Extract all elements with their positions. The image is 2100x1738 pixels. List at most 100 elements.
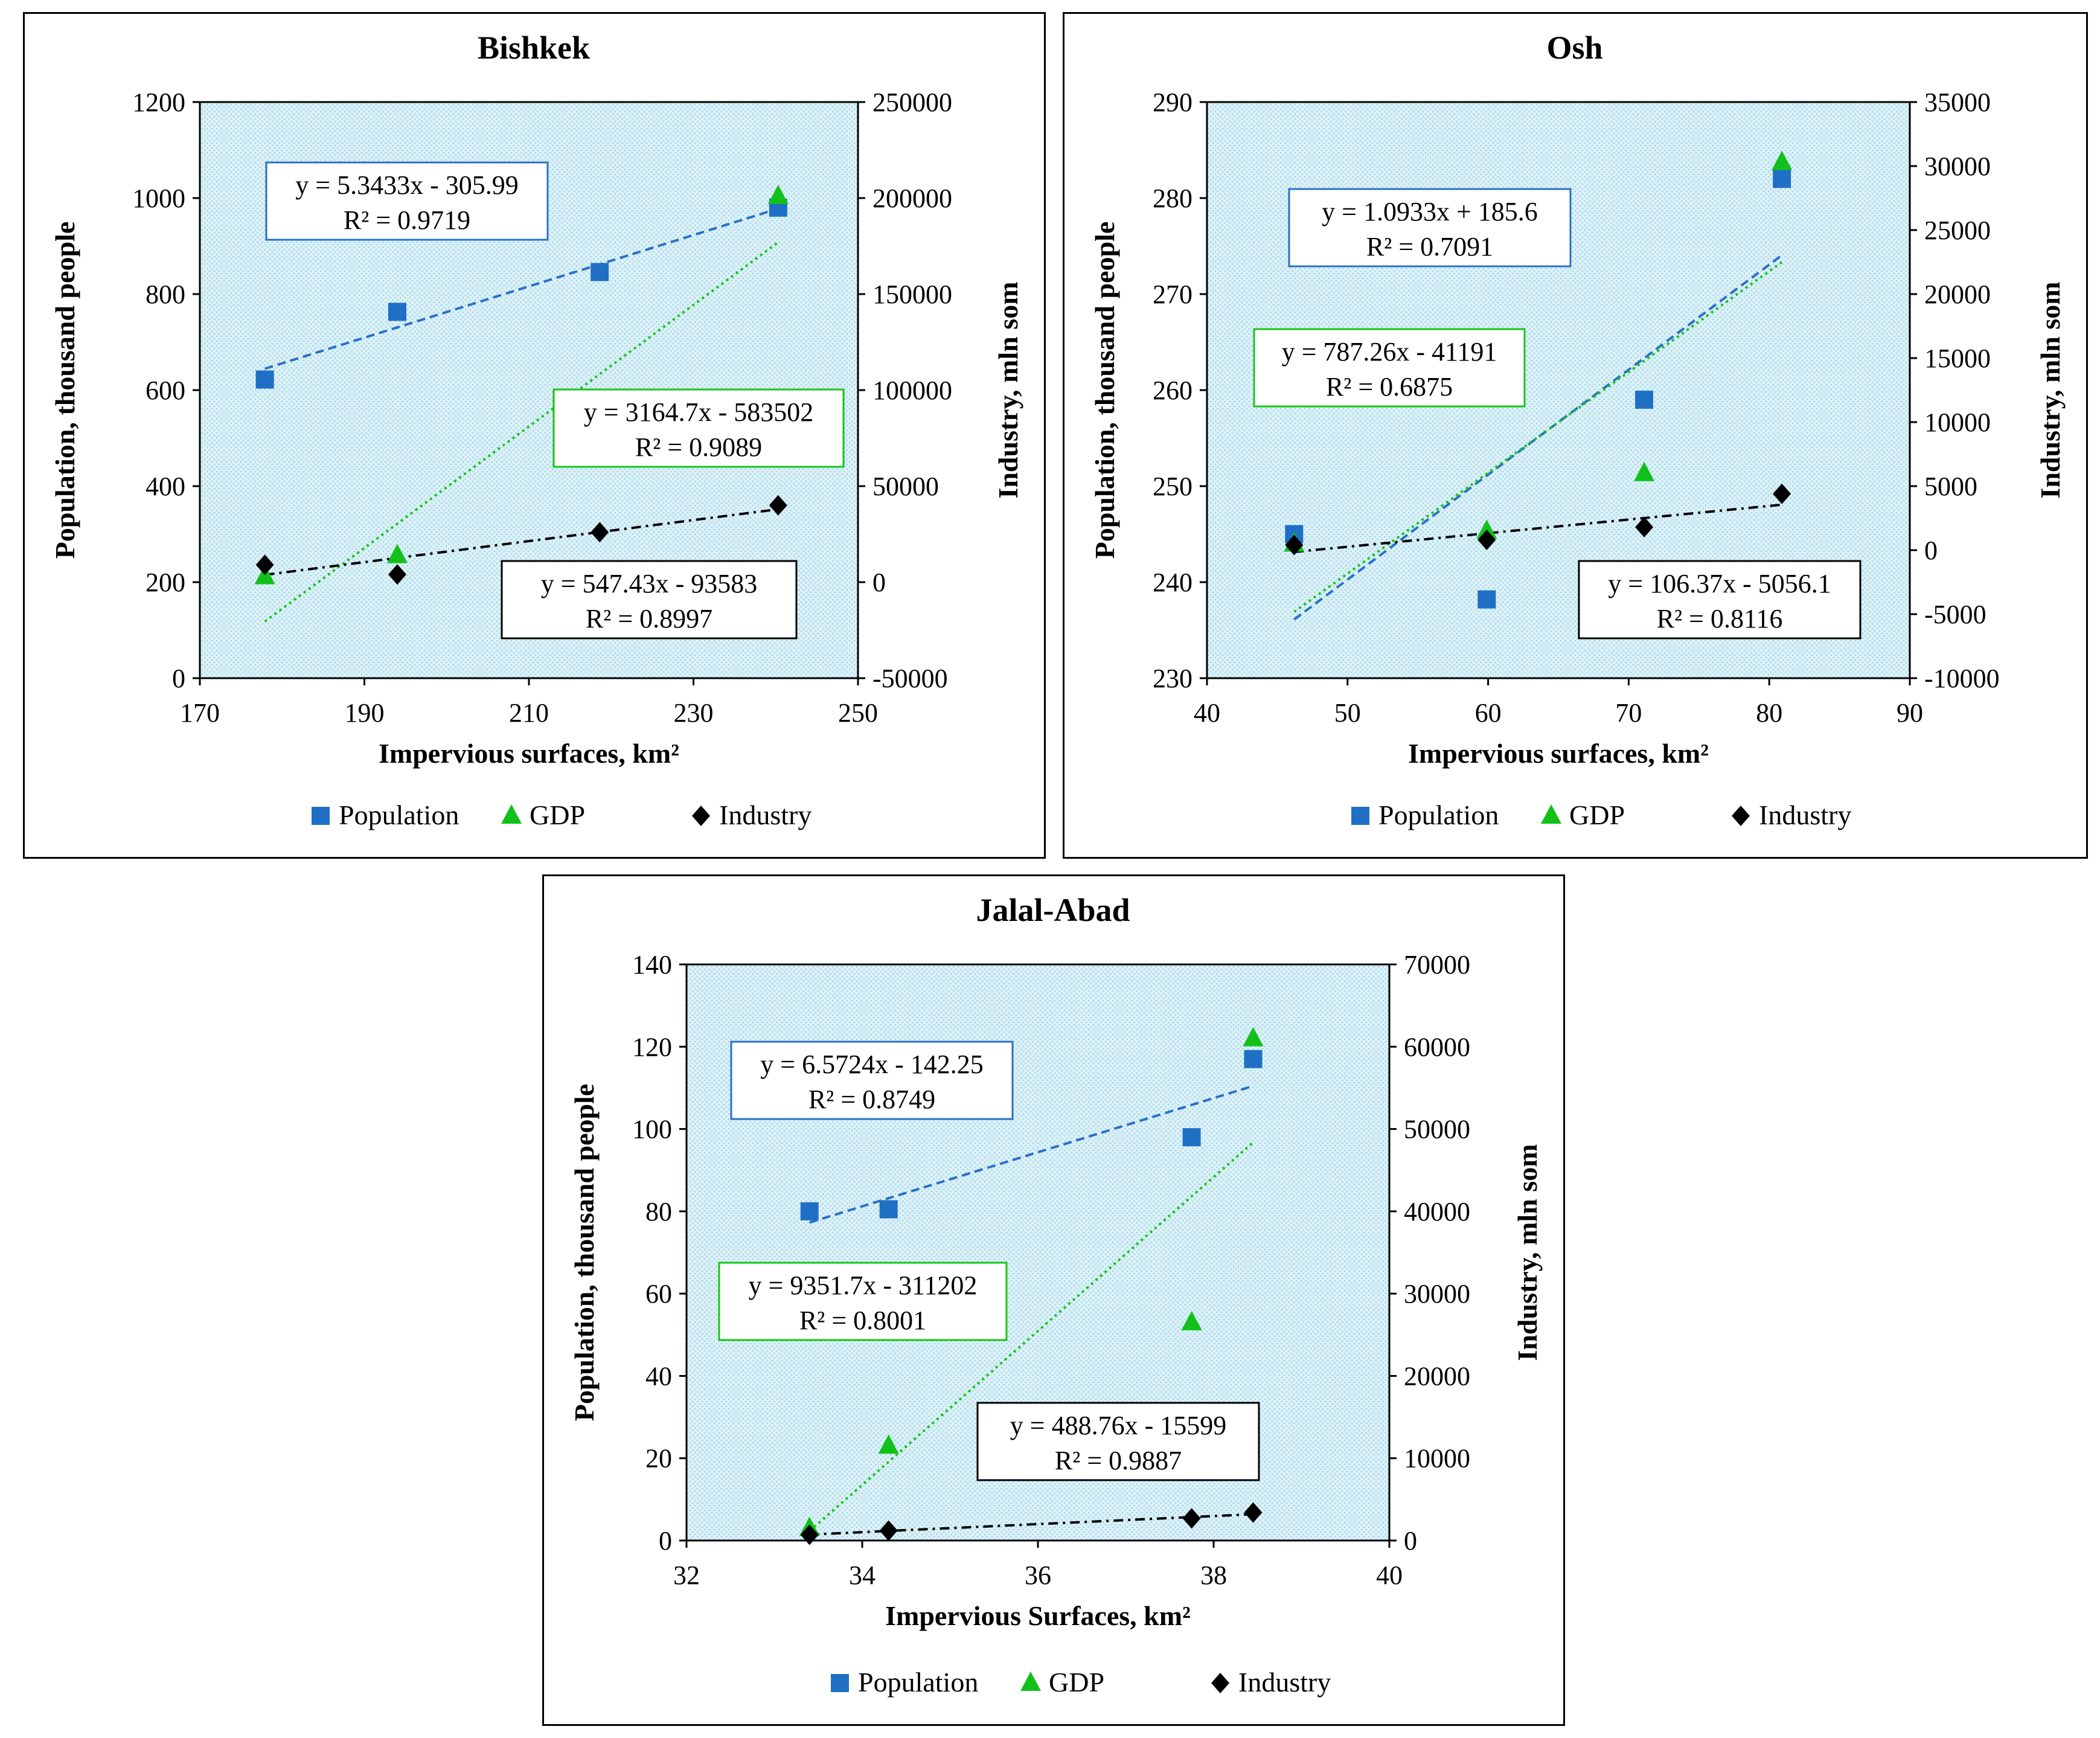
chart-title: Osh: [1546, 30, 1602, 66]
trendline-industry: [1294, 503, 1782, 553]
y-tick-label: 100: [632, 1115, 672, 1144]
trendline-population: [1293, 254, 1783, 621]
x-tick-label: 80: [1756, 698, 1782, 728]
equation-box-gdp: [718, 1262, 1008, 1341]
legend-label-population: Population: [1378, 800, 1499, 830]
x-tick-label: 36: [1025, 1560, 1051, 1590]
chart-title: Jalal-Abad: [976, 892, 1130, 928]
x-tick-label: 34: [849, 1560, 876, 1590]
y2-tick-label: 100000: [872, 376, 952, 405]
point-gdp: [1772, 150, 1793, 170]
point-industry: [1635, 516, 1654, 537]
y2-tick-label: 20000: [1924, 280, 1991, 309]
y2-tick-label: 5000: [1924, 472, 1977, 501]
x-tick-label: 170: [180, 698, 220, 728]
x-tick-label: 210: [509, 698, 549, 728]
legend-label-industry: Industry: [1238, 1667, 1331, 1698]
equation-text: y = 9351.7x - 311202: [749, 1271, 978, 1300]
y2-tick-label: 35000: [1924, 88, 1991, 117]
equation-box-industry: [501, 560, 798, 640]
y-tick-label: 250: [1153, 472, 1192, 501]
equation-text: y = 1.0933x + 185.6: [1322, 197, 1538, 226]
point-industry: [388, 564, 406, 585]
y2-tick-label: 50000: [1404, 1115, 1470, 1144]
equation-box-gdp: [552, 388, 845, 468]
legend-marker-gdp: [1541, 804, 1561, 824]
point-gdp: [1634, 461, 1655, 481]
y-tick-label: 20: [645, 1444, 672, 1473]
point-gdp: [387, 544, 408, 563]
y2-tick-label: 150000: [872, 280, 952, 309]
y2-tick-label: -50000: [872, 664, 948, 693]
chart-panel-osh: Osh 40 50 60 70 80 90 230 240 250 260 270 280 290 -100…: [1063, 12, 2088, 859]
trendline-population: [264, 207, 779, 370]
point-industry: [1773, 483, 1791, 504]
x-tick-label: 32: [673, 1560, 700, 1590]
y2-tick-label: 0: [1404, 1526, 1417, 1556]
legend-marker-industry: [692, 806, 710, 826]
y2-tick-label: 0: [872, 568, 886, 597]
point-gdp: [767, 184, 789, 204]
legend-label-industry: Industry: [719, 800, 812, 830]
y2-tick-label: 50000: [872, 472, 939, 501]
equation-text: y = 6.5724x - 142.25: [760, 1050, 983, 1079]
y-tick-label: 60: [645, 1279, 672, 1309]
y-axis-title: Population, thousand people: [50, 222, 80, 559]
x-tick-label: 40: [1376, 1560, 1403, 1590]
r-squared-text: R² = 0.9719: [344, 205, 470, 235]
equation-text: y = 5.3433x - 305.99: [295, 170, 518, 200]
point-gdp: [1476, 519, 1497, 539]
y-tick-label: 260: [1153, 376, 1192, 405]
y2-axis-title: Industry, mln som: [2035, 281, 2066, 498]
y2-tick-label: 15000: [1924, 344, 1991, 373]
equation-box-population: [1288, 188, 1572, 268]
legend-marker-population: [312, 807, 330, 825]
y-tick-label: 290: [1153, 88, 1192, 117]
point-industry: [1285, 534, 1304, 556]
legend-marker-industry: [1732, 806, 1750, 826]
point-population: [1244, 1050, 1263, 1068]
y-tick-label: 0: [659, 1526, 672, 1556]
point-industry: [1244, 1502, 1263, 1523]
x-axis-title: Impervious surfaces, km²: [1408, 738, 1709, 769]
y-tick-label: 120: [632, 1032, 672, 1062]
x-tick-label: 250: [838, 698, 878, 728]
trendline-population: [809, 1085, 1254, 1224]
equation-text: y = 106.37x - 5056.1: [1608, 569, 1831, 598]
y-tick-label: 600: [146, 376, 185, 405]
x-tick-label: 40: [1194, 698, 1220, 728]
y-tick-label: 40: [645, 1361, 672, 1391]
y-tick-label: 240: [1153, 568, 1192, 597]
chart-panel-bishkek: Bishkek 170 190 210 230 250 0 200 400 600 800 1000 1…: [23, 12, 1046, 859]
y2-tick-label: -10000: [1924, 664, 2000, 693]
r-squared-text: R² = 0.9887: [1055, 1446, 1182, 1475]
y2-axis-title: Industry, mln som: [993, 281, 1023, 498]
point-population: [388, 303, 406, 321]
legend-label-gdp: GDP: [530, 800, 585, 830]
y2-tick-label: 25000: [1924, 216, 1991, 245]
y2-tick-label: 40000: [1404, 1197, 1470, 1227]
trendline-gdp: [264, 241, 779, 623]
y2-tick-label: 70000: [1404, 950, 1470, 980]
chart-title: Bishkek: [478, 30, 590, 66]
y-tick-label: 140: [632, 950, 672, 980]
legend-marker-gdp: [501, 804, 522, 824]
trendline-gdp: [808, 1141, 1254, 1532]
x-axis-title: Impervious surfaces, km²: [379, 738, 679, 769]
chart-panel-jalal-abad: Jalal-Abad 32 34 36 38 40 0 20 40 60 80 100 120 140 0 1…: [542, 874, 1565, 1726]
point-industry: [591, 522, 609, 543]
point-industry: [1182, 1508, 1201, 1529]
y-tick-label: 0: [172, 664, 185, 693]
y-tick-label: 270: [1153, 280, 1192, 309]
y-tick-label: 280: [1153, 184, 1192, 213]
equation-box-gdp: [1253, 328, 1526, 408]
r-squared-text: R² = 0.8749: [808, 1085, 935, 1114]
point-population: [879, 1200, 898, 1219]
legend-marker-industry: [1211, 1673, 1229, 1693]
point-population: [1477, 590, 1496, 609]
x-tick-label: 38: [1200, 1560, 1227, 1590]
y-tick-label: 400: [146, 472, 185, 501]
y2-tick-label: 0: [1924, 536, 1938, 565]
x-tick-label: 190: [345, 698, 385, 728]
